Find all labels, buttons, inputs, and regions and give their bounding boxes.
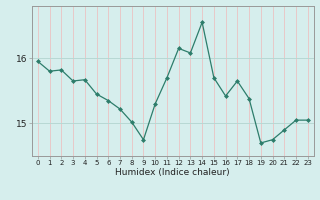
X-axis label: Humidex (Indice chaleur): Humidex (Indice chaleur)	[116, 168, 230, 177]
